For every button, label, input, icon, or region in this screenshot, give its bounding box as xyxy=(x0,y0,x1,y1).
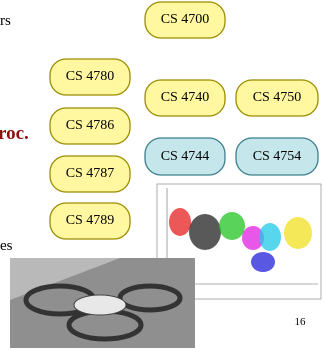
course-label: CS 4744 xyxy=(161,149,210,164)
course-label: CS 4750 xyxy=(253,90,302,105)
drone-photo xyxy=(10,258,195,348)
course-node: CS 4740 xyxy=(145,80,225,116)
course-label: CS 4740 xyxy=(161,90,210,105)
course-node: CS 4786 xyxy=(50,108,130,144)
course-node: CS 4754 xyxy=(236,138,318,175)
text-fragment: es xyxy=(0,238,13,254)
text-fragment: roc. xyxy=(0,123,29,144)
text-fragment: rs xyxy=(0,13,11,29)
course-label: CS 4786 xyxy=(66,118,115,133)
page-number: 16 xyxy=(295,316,307,328)
course-label: CS 4780 xyxy=(66,69,115,84)
course-node: CS 4750 xyxy=(236,80,318,116)
course-node: CS 4780 xyxy=(50,59,130,95)
course-node: CS 4744 xyxy=(145,138,225,175)
course-label: CS 4787 xyxy=(66,166,115,181)
slide: rs roc. es CS 4700 CS 4780 CS 4740 CS 47… xyxy=(0,0,324,353)
course-node: CS 4789 xyxy=(50,203,130,239)
course-node: CS 4700 xyxy=(145,2,225,38)
course-label: CS 4754 xyxy=(253,149,302,164)
course-label: CS 4700 xyxy=(161,12,210,27)
course-node: CS 4787 xyxy=(50,156,130,192)
course-label: CS 4789 xyxy=(66,213,115,228)
